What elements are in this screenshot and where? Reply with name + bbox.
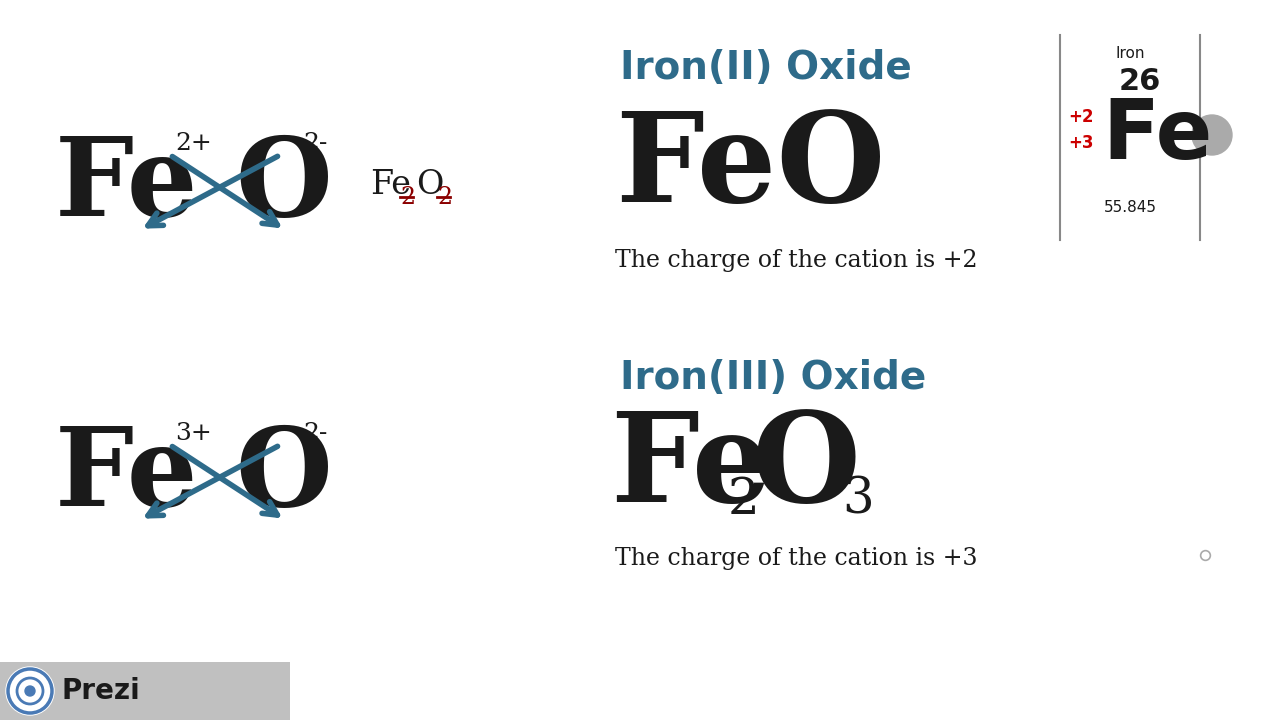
Text: Fe: Fe xyxy=(1102,94,1212,176)
Text: Prezi: Prezi xyxy=(61,677,141,705)
Text: +3: +3 xyxy=(1068,134,1093,152)
Bar xyxy=(0,662,291,720)
Text: 55.845: 55.845 xyxy=(1103,199,1157,215)
Text: 2: 2 xyxy=(728,475,760,525)
Text: 2-: 2- xyxy=(303,132,328,155)
Text: FeO: FeO xyxy=(614,107,886,228)
Text: Iron(II) Oxide: Iron(II) Oxide xyxy=(620,49,911,87)
Text: 2+: 2+ xyxy=(175,132,211,155)
Text: 3: 3 xyxy=(842,475,874,525)
Text: 3+: 3+ xyxy=(175,421,211,444)
Text: O: O xyxy=(236,132,332,238)
Circle shape xyxy=(6,667,54,715)
Text: O: O xyxy=(236,421,332,528)
Text: Iron(III) Oxide: Iron(III) Oxide xyxy=(620,359,927,397)
Text: Fe: Fe xyxy=(370,169,411,201)
Text: Fe: Fe xyxy=(611,408,772,528)
Text: Fe: Fe xyxy=(55,421,198,528)
Text: Iron: Iron xyxy=(1115,45,1144,60)
Text: The charge of the cation is +2: The charge of the cation is +2 xyxy=(614,248,978,271)
Text: Fe: Fe xyxy=(55,132,198,238)
Text: O: O xyxy=(753,408,861,528)
Text: 2: 2 xyxy=(436,186,452,209)
Text: 2: 2 xyxy=(399,186,415,209)
Text: +2: +2 xyxy=(1068,108,1093,126)
Text: O: O xyxy=(416,169,443,201)
Text: 26: 26 xyxy=(1119,66,1161,96)
Circle shape xyxy=(1192,115,1231,155)
Text: 2-: 2- xyxy=(303,421,328,444)
Circle shape xyxy=(26,686,35,696)
Text: The charge of the cation is +3: The charge of the cation is +3 xyxy=(614,546,978,570)
